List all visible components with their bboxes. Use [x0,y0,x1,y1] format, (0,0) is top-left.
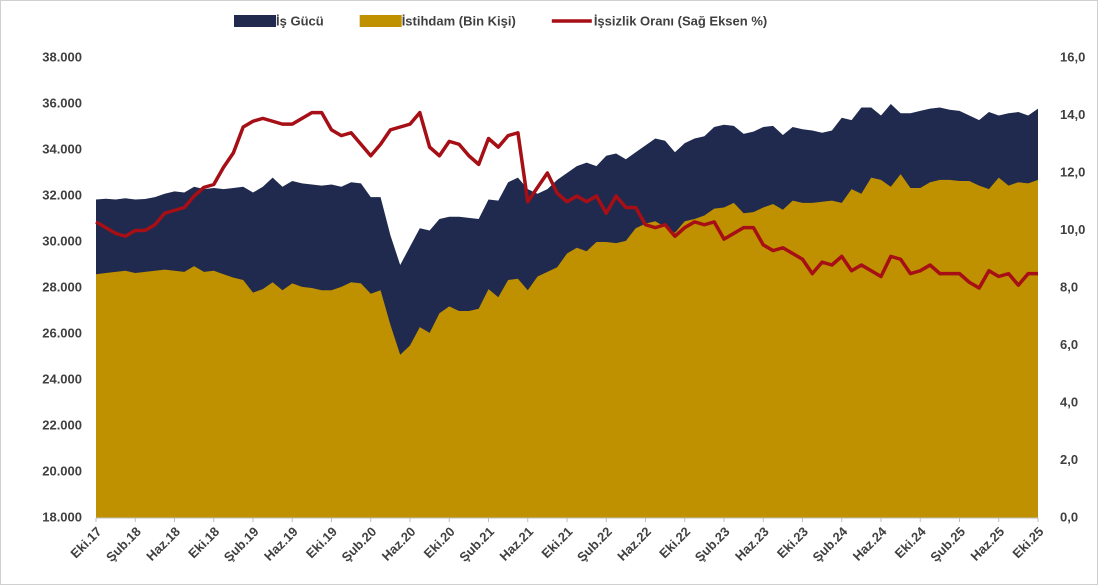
y-tick-label: 18.000 [42,509,82,524]
y-tick-label: 38.000 [42,49,82,64]
y2-tick-label: 10,0 [1060,222,1085,237]
y2-tick-label: 8,0 [1060,279,1078,294]
y-tick-label: 28.000 [42,279,82,294]
y-tick-label: 32.000 [42,187,82,202]
y2-tick-label: 0,0 [1060,509,1078,524]
y-tick-label: 22.000 [42,417,82,432]
y2-tick-label: 6,0 [1060,337,1078,352]
legend-label: İşsizlik Oranı (Sağ Eksen %) [594,13,767,28]
legend-label: İstihdam (Bin Kişi) [402,13,516,28]
y-tick-label: 36.000 [42,95,82,110]
y-tick-label: 30.000 [42,233,82,248]
y-tick-label: 34.000 [42,141,82,156]
y2-tick-label: 12,0 [1060,164,1085,179]
legend-swatch [234,15,276,27]
y2-tick-label: 2,0 [1060,452,1078,467]
y2-tick-label: 14,0 [1060,107,1085,122]
y2-tick-label: 16,0 [1060,49,1085,64]
line [95,110,1038,290]
legend-swatch [359,15,402,27]
legend: İş Gücü İstihdam (Bin Kişi) İşsizlik Oranı… [234,13,767,28]
y-tick-label: 24.000 [42,371,82,386]
y2-tick-label: 4,0 [1060,394,1078,409]
y-tick-label: 20.000 [42,463,82,478]
y-tick-label: 26.000 [42,325,82,340]
legend-label: İş Gücü [276,13,324,28]
